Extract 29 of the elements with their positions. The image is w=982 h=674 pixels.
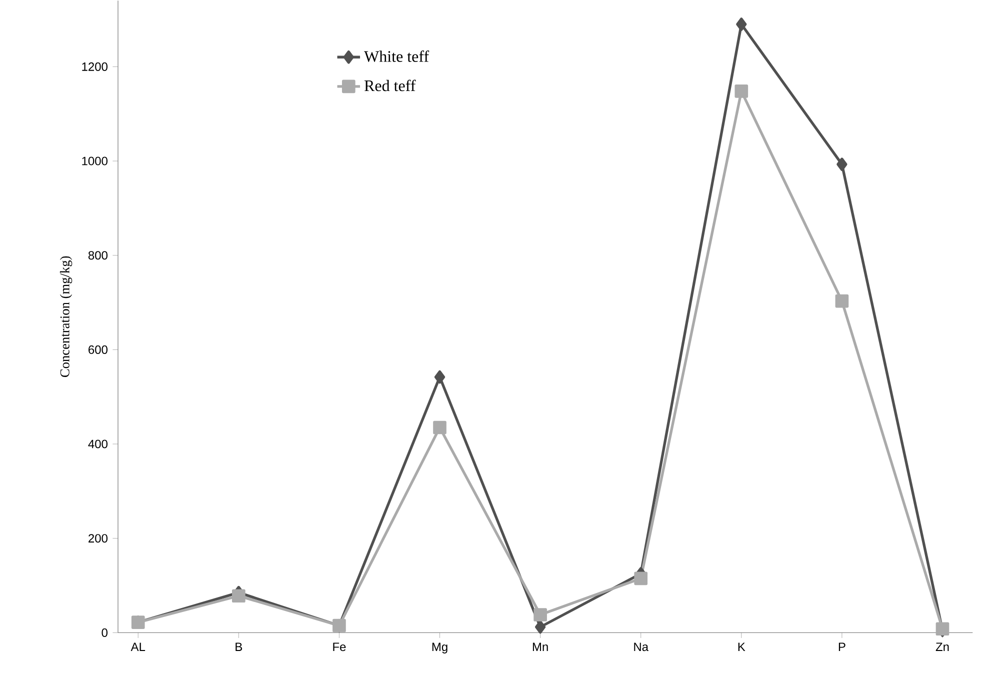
legend-label: Red teff: [364, 80, 416, 92]
y-tick-label: 1000: [82, 156, 108, 166]
x-tick-label: AL: [130, 642, 146, 651]
y-tick-label: 400: [88, 440, 108, 448]
point: [836, 158, 848, 171]
x-tick-label: P: [838, 642, 846, 651]
x-tick-label: Na: [634, 642, 649, 652]
x-tick-label: Mn: [532, 642, 548, 651]
point: [534, 620, 546, 634]
y-tick-label: 1200: [82, 62, 108, 71]
point: [734, 84, 748, 98]
y-tick-label: 600: [88, 345, 108, 354]
point: [534, 608, 547, 622]
point: [433, 420, 446, 434]
x-tick-label: B: [236, 642, 242, 651]
legend-label: White teff: [364, 50, 430, 62]
y-tick-label: 200: [88, 534, 108, 543]
x-tick-label: Mg: [432, 642, 448, 654]
point: [736, 18, 747, 31]
point: [434, 370, 446, 384]
y-tick-label: 800: [88, 251, 108, 260]
y-axis-title: Concentration (mg/kg): [60, 256, 72, 378]
y-tick-label: 0: [102, 628, 108, 637]
point: [835, 294, 849, 308]
point: [634, 572, 648, 586]
x-tick-label: K: [738, 642, 746, 651]
x-tick-label: Zn: [936, 642, 949, 651]
x-tick-label: Fe: [333, 642, 346, 652]
point: [232, 589, 246, 603]
